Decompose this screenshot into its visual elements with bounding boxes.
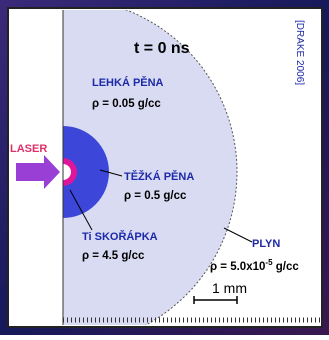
layer-density: ρ = 0.05 g/cc xyxy=(92,98,161,110)
gas-density: ρ = 5.0x10-5 g/cc xyxy=(210,258,299,273)
time-label: t = 0 ns xyxy=(134,40,190,57)
layer-name: Ti SKOŘÁPKA xyxy=(82,230,158,243)
layer-density: ρ = 4.5 g/cc xyxy=(82,250,145,262)
layer-name: TĚŽKÁ PĚNA xyxy=(124,170,194,183)
gas-name: PLYN xyxy=(252,238,280,250)
layer-name: LEHKÁ PĚNA xyxy=(92,76,164,89)
diagram: LASER t = 0 ns [DRAKE 2006] LEHKÁ PĚNA ρ… xyxy=(0,0,329,335)
layer-density: ρ = 0.5 g/cc xyxy=(124,190,187,202)
page: LASER t = 0 ns [DRAKE 2006] LEHKÁ PĚNA ρ… xyxy=(0,0,329,335)
laser-label: LASER xyxy=(10,143,47,155)
scale-label: 1 mm xyxy=(212,280,247,296)
source: [DRAKE 2006] xyxy=(294,20,305,85)
